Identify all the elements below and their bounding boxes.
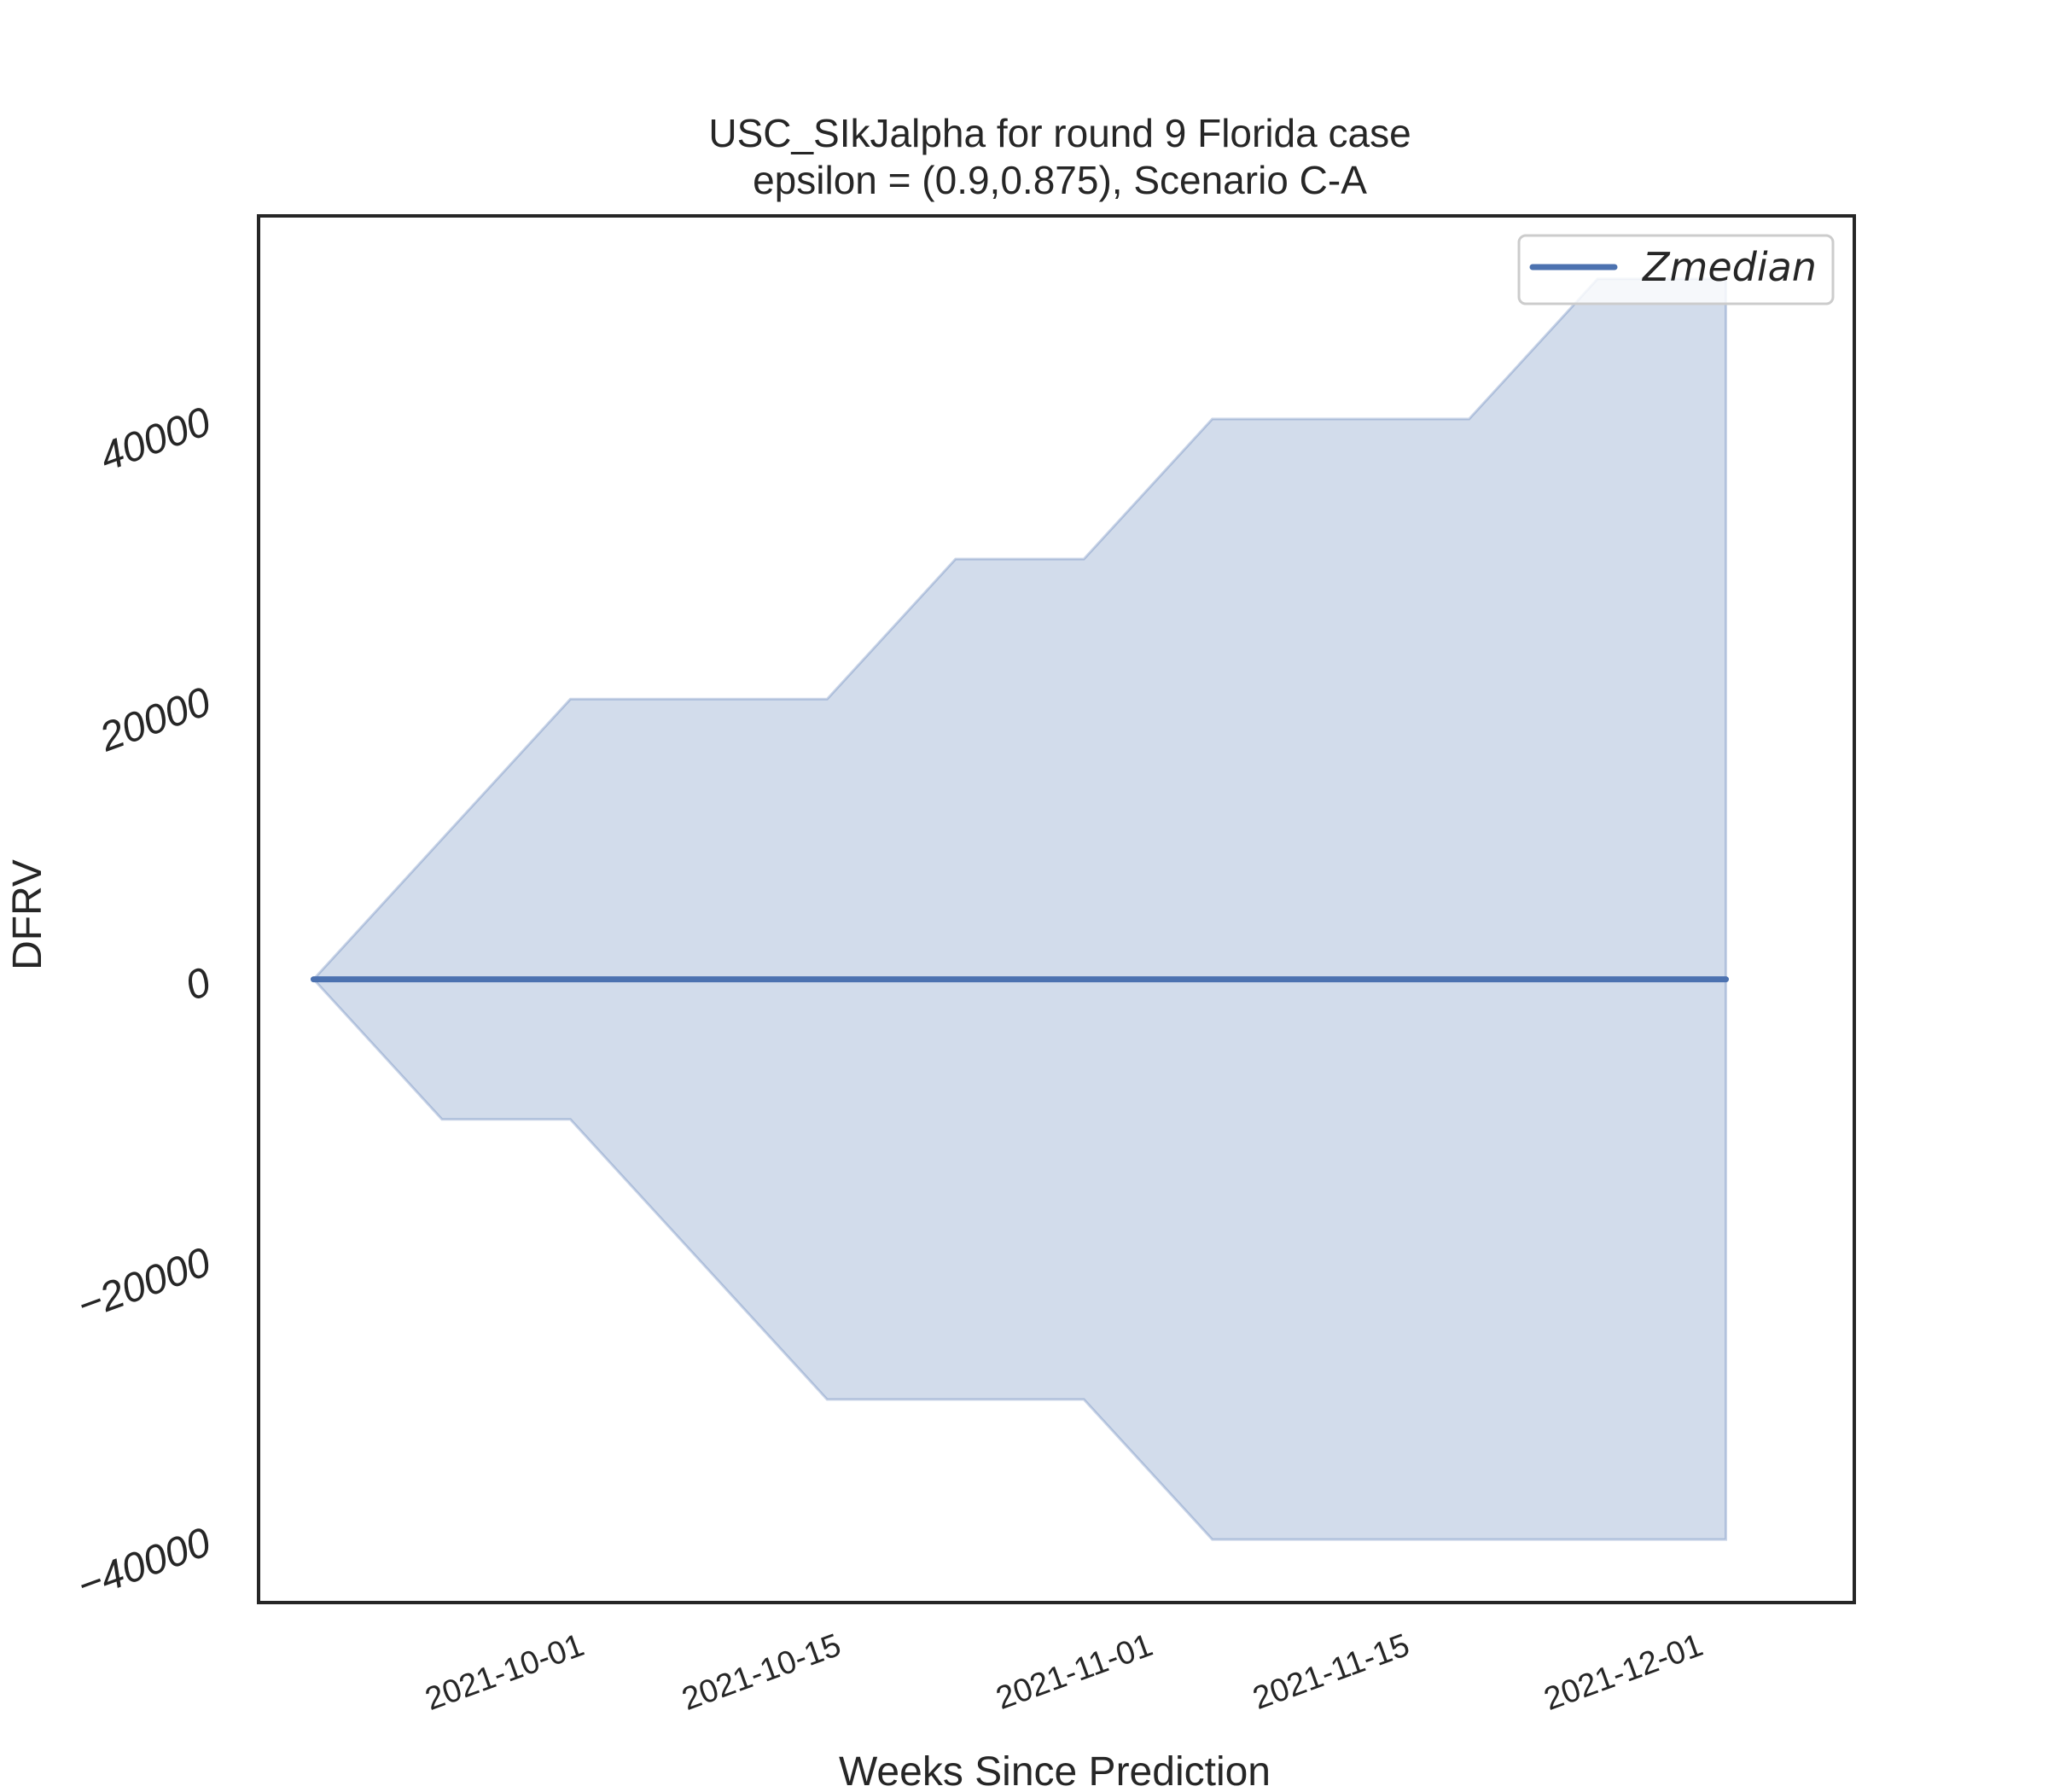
y-axis-ticks: −40000 −20000 0 20000 40000 [72,399,217,1609]
x-tick-label: 2021-10-15 [678,1627,846,1718]
y-tick-label: 20000 [93,679,217,761]
y-tick-label: 0 [180,959,217,1009]
y-tick-label: 40000 [94,399,217,480]
x-tick-label: 2021-10-01 [421,1627,589,1718]
y-axis-label: DFRV [5,859,50,970]
x-axis-ticks: 2021-10-01 2021-10-15 2021-11-01 2021-11-15… [421,1627,1708,1718]
plot-area [311,277,1729,1541]
legend: Zmedian [1517,234,1835,305]
x-tick-label: 2021-11-01 [992,1627,1157,1717]
uncertainty-band [311,277,1727,1541]
x-axis-label: Weeks Since Prediction [839,1749,1271,1792]
chart-title-line1: USC_SIkJalpha for round 9 Florida case [708,111,1411,155]
chart-title-line2: epsilon = (0.9,0.875), Scenario C-A [753,158,1367,202]
x-tick-label: 2021-11-15 [1248,1627,1414,1717]
y-tick-label: −20000 [72,1239,217,1329]
y-tick-label: −40000 [72,1520,217,1609]
x-tick-label: 2021-12-01 [1539,1627,1708,1718]
plot-frame [257,214,1856,1604]
legend-box [1517,234,1835,305]
legend-label-zmedian: Zmedian [1641,244,1817,290]
